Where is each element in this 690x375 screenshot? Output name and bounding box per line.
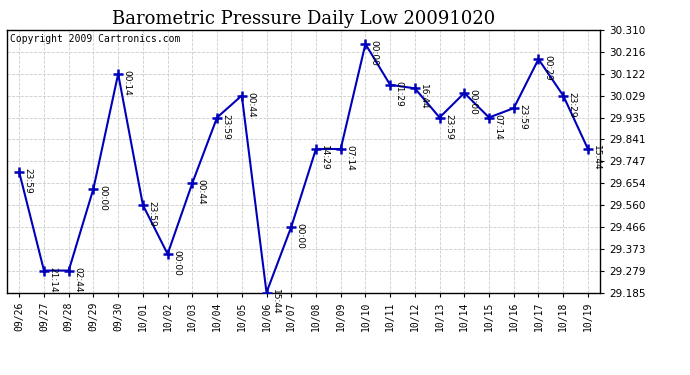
Text: 23:59: 23:59 (221, 114, 230, 140)
Text: 23:29: 23:29 (568, 92, 577, 117)
Text: 07:14: 07:14 (493, 114, 502, 140)
Text: 21:14: 21:14 (48, 267, 57, 292)
Text: 15:44: 15:44 (593, 145, 602, 171)
Text: 00:00: 00:00 (172, 250, 181, 276)
Text: 00:00: 00:00 (296, 223, 305, 249)
Text: 23:59: 23:59 (444, 114, 453, 140)
Text: 00:14: 00:14 (123, 70, 132, 96)
Text: 00:00: 00:00 (98, 185, 107, 211)
Text: Copyright 2009 Cartronics.com: Copyright 2009 Cartronics.com (10, 34, 180, 44)
Text: 23:59: 23:59 (518, 104, 527, 130)
Text: 14:29: 14:29 (320, 145, 329, 171)
Text: 23:59: 23:59 (23, 168, 32, 194)
Text: 00:29: 00:29 (543, 55, 552, 81)
Text: 02:44: 02:44 (73, 267, 82, 292)
Text: 00:00: 00:00 (469, 89, 477, 115)
Title: Barometric Pressure Daily Low 20091020: Barometric Pressure Daily Low 20091020 (112, 10, 495, 28)
Text: 00:44: 00:44 (246, 92, 255, 117)
Text: 00:44: 00:44 (197, 179, 206, 205)
Text: 16:44: 16:44 (420, 84, 428, 110)
Text: 15:44: 15:44 (271, 289, 280, 314)
Text: 23:59: 23:59 (148, 201, 157, 227)
Text: 07:14: 07:14 (345, 145, 354, 171)
Text: 00:00: 00:00 (370, 40, 379, 66)
Text: 01:29: 01:29 (395, 81, 404, 106)
